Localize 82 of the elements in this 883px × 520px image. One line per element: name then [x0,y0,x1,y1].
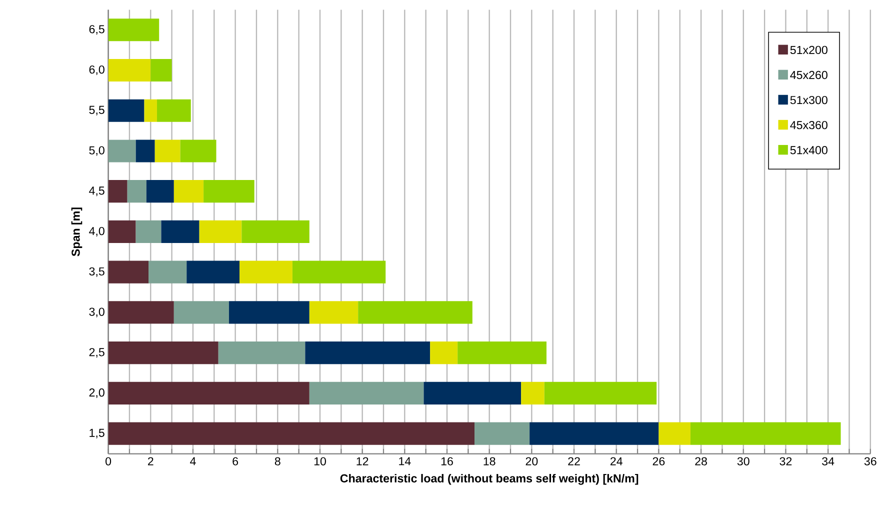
x-tick-label: 12 [356,457,368,466]
bar [474,422,530,446]
x-tick-label: 30 [737,457,750,466]
y-tick-label: 4,0 [89,227,104,237]
y-tick-label: 1,5 [90,429,104,438]
bar [305,342,430,364]
bar [292,260,386,284]
bar [108,301,174,324]
bar [458,342,546,364]
bar [228,301,310,324]
x-tick-label: 32 [780,457,792,466]
bar [690,422,841,446]
legend-label: 51x300 [790,96,828,104]
legend-label: 45x260 [790,71,828,80]
bar [146,180,174,203]
x-tick-label: 4 [190,457,196,466]
bar [358,301,472,324]
x-tick-label: 26 [652,457,665,466]
bar [240,260,292,284]
bar [174,180,204,203]
bar [108,140,136,162]
bar [108,59,151,82]
bar [521,382,544,405]
bar [150,59,172,82]
x-tick-label: 34 [822,457,834,466]
bar [430,342,458,364]
x-tick-label: 14 [399,457,411,466]
bar [108,422,475,446]
bar [218,342,306,364]
x-tick-label: 16 [441,457,453,466]
bar [144,99,157,122]
bar [180,140,216,162]
x-tick-label: 6 [232,457,238,466]
bar [309,382,424,405]
bar [544,382,657,405]
bar [154,140,180,162]
x-tick-label: 22 [568,457,580,466]
bar [242,220,310,244]
bar [174,301,229,324]
bar [108,342,218,364]
x-tick-label: 8 [274,457,280,466]
y-tick-label: 6,0 [89,66,104,76]
x-tick-label: 18 [484,457,496,466]
bar [108,180,128,203]
bar [156,99,191,122]
y-tick-label: 3,0 [89,308,104,318]
x-axis-title: Characteristic load (without beams self weight) [kN/m] [340,474,638,485]
x-tick-label: 2 [148,457,154,466]
bar [658,422,690,446]
bar [136,220,162,244]
y-tick-label: 3,5 [89,267,104,278]
bar [108,18,160,42]
legend-label: 45x360 [790,121,828,130]
y-tick-label: 2,0 [89,388,104,398]
bar [108,382,310,405]
y-tick-label: 4,5 [89,186,104,196]
bar [161,220,200,244]
y-tick-label: 2,5 [89,348,104,358]
legend-label: 51x200 [790,46,828,54]
y-tick-label: 6,5 [89,25,104,35]
bar [424,382,522,405]
bar [186,260,240,284]
y-tick-label: 5,5 [89,106,104,116]
bar [108,220,136,244]
bar [204,180,254,203]
bar [199,220,242,244]
bar [148,260,187,284]
bar [127,180,146,203]
bar [530,422,659,446]
x-tick-label: 20 [526,457,538,466]
bar [309,301,358,324]
bar [108,260,149,284]
y-tick-label: 5,0 [89,146,104,156]
x-tick-label: 28 [695,457,707,466]
bar [108,99,144,122]
x-tick-label: 24 [610,457,622,466]
x-tick-label: 0 [106,457,112,466]
legend-label: 51x400 [790,146,828,154]
x-tick-label: 36 [864,457,876,466]
bar [136,140,155,162]
y-axis-title: Span [m] [71,208,82,256]
x-tick-label: 10 [314,457,326,466]
